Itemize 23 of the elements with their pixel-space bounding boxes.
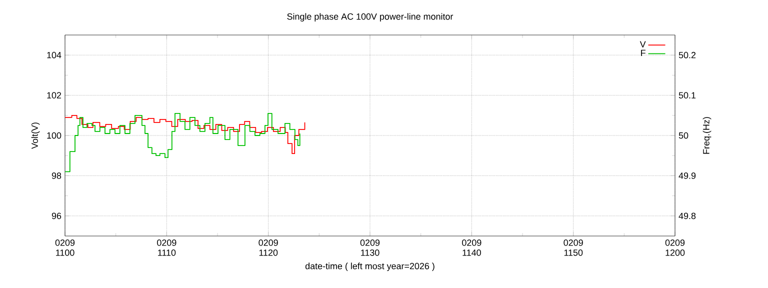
y2-tick-label: 50 <box>678 132 688 139</box>
x-tick-label: 0209 1100 <box>55 240 75 256</box>
x-tick-label: 0209 1200 <box>665 240 685 256</box>
y2-tick-label: 49.8 <box>678 212 696 220</box>
legend-label: F <box>641 50 646 56</box>
x-axis-title: date-time ( left most year=2026 ) <box>305 262 434 272</box>
legend-label: V <box>640 41 646 48</box>
y-tick-label: 96 <box>52 212 62 220</box>
x-tick-label: 0209 1140 <box>462 240 482 256</box>
y2-axis-title: Freq.(Hz) <box>702 117 712 154</box>
y-tick-label: 100 <box>47 132 62 139</box>
y2-tick-label: 50.2 <box>678 52 696 58</box>
chart-title: Single phase AC 100V power-line monitor <box>287 13 454 22</box>
y-tick-label: 98 <box>52 172 62 179</box>
y-tick-label: 104 <box>47 52 62 58</box>
x-tick-label: 0209 1110 <box>157 240 176 256</box>
y-axis-title: Volt(V) <box>31 122 40 149</box>
y2-tick-label: 50.1 <box>678 92 696 98</box>
y-tick-label: 102 <box>47 92 62 98</box>
x-tick-label: 0209 1150 <box>564 240 583 256</box>
y2-tick-label: 49.9 <box>678 172 696 179</box>
x-tick-label: 0209 1130 <box>360 240 380 256</box>
x-tick-label: 0209 1120 <box>258 240 278 256</box>
